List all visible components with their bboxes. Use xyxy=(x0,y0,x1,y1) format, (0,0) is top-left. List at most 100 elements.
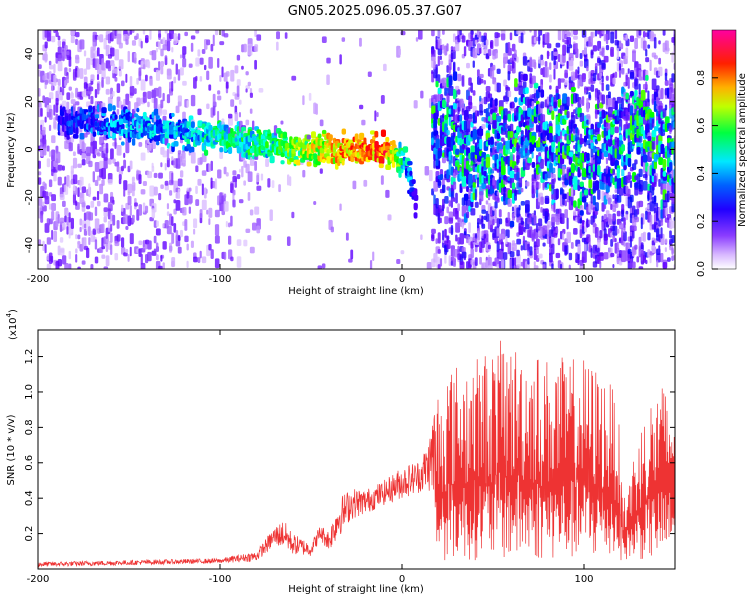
heatmap-cell xyxy=(599,72,603,79)
heatmap-signal-cell xyxy=(568,157,572,165)
x-tick-label: -100 xyxy=(209,574,232,585)
heatmap-cell xyxy=(660,217,664,226)
heatmap-signal-cell xyxy=(573,177,578,184)
heatmap-cell xyxy=(217,57,220,68)
heatmap-cell xyxy=(446,206,450,214)
heatmap-cell xyxy=(645,169,648,181)
heatmap-cell xyxy=(433,160,436,169)
heatmap-cell xyxy=(134,202,138,207)
heatmap-cell xyxy=(614,188,617,193)
heatmap-cell xyxy=(642,231,646,242)
heatmap-cell xyxy=(518,72,522,83)
heatmap-cell xyxy=(193,218,198,229)
heatmap-cell xyxy=(155,69,161,81)
heatmap-cell xyxy=(457,73,462,82)
heatmap-cell xyxy=(535,181,539,191)
heatmap-signal-cell xyxy=(472,182,476,188)
heatmap-signal-cell xyxy=(568,151,574,157)
heatmap-cell xyxy=(468,222,471,234)
heatmap-cell xyxy=(280,120,284,125)
heatmap-cell xyxy=(472,90,476,96)
heatmap-cell xyxy=(413,100,418,109)
colorbar-tick-label: 0.6 xyxy=(696,118,707,134)
heatmap-signal-cell xyxy=(553,101,557,109)
heatmap-cell xyxy=(94,218,100,230)
heatmap-cell xyxy=(505,236,508,245)
heatmap-cell xyxy=(70,217,74,230)
heatmap-cell xyxy=(129,85,135,96)
heatmap-cell xyxy=(208,84,212,91)
heatmap-cell xyxy=(437,248,441,254)
heatmap-cell xyxy=(516,30,522,35)
heatmap-ridge-cell xyxy=(171,121,175,127)
heatmap-cell xyxy=(599,229,603,239)
heatmap-cell xyxy=(570,30,574,38)
heatmap-cell xyxy=(77,266,81,269)
heatmap-cell xyxy=(230,256,234,262)
heatmap-cell xyxy=(581,219,585,229)
heatmap-cell xyxy=(459,114,463,124)
heatmap-cell xyxy=(577,129,580,136)
heatmap-cell xyxy=(627,242,631,250)
heatmap-cell xyxy=(186,100,189,108)
heatmap-cell xyxy=(618,223,624,230)
heatmap-cell xyxy=(490,224,493,231)
heatmap-signal-cell xyxy=(653,126,659,132)
heatmap-cell xyxy=(485,108,490,118)
heatmap-cell xyxy=(217,169,222,179)
heatmap-cell xyxy=(114,76,118,82)
heatmap-cell xyxy=(101,76,104,89)
heatmap-cell xyxy=(138,240,143,246)
heatmap-cell xyxy=(601,30,605,35)
heatmap-cell xyxy=(525,147,528,154)
heatmap-cell xyxy=(616,241,620,250)
heatmap-cell xyxy=(158,193,162,201)
heatmap-cell xyxy=(81,260,86,265)
heatmap-signal-cell xyxy=(651,129,657,138)
heatmap-signal-cell xyxy=(625,92,629,100)
heatmap-cell xyxy=(420,90,424,99)
heatmap-signal-cell xyxy=(671,141,675,148)
heatmap-cell xyxy=(236,256,242,268)
heatmap-cell xyxy=(99,146,104,152)
heatmap-cell xyxy=(140,40,143,49)
heatmap-cell xyxy=(70,91,73,97)
heatmap-cell xyxy=(435,35,438,44)
heatmap-cell xyxy=(653,55,658,60)
heatmap-cell xyxy=(177,178,183,187)
heatmap-cell xyxy=(590,84,595,92)
heatmap-cell xyxy=(75,56,80,64)
heatmap-cell xyxy=(660,252,664,263)
heatmap-cell xyxy=(549,74,552,83)
heatmap-cell xyxy=(518,225,524,235)
heatmap-cell xyxy=(573,30,578,36)
heatmap-signal-cell xyxy=(437,150,441,159)
heatmap-cell xyxy=(169,30,174,40)
heatmap-cell xyxy=(487,244,491,250)
heatmap-cell xyxy=(70,35,75,44)
heatmap-ridge-cell xyxy=(369,130,376,135)
heatmap-cell xyxy=(431,69,434,74)
heatmap-cell xyxy=(225,220,228,228)
heatmap-cell xyxy=(575,217,579,223)
heatmap-cell xyxy=(651,118,655,128)
heatmap-cell xyxy=(632,229,635,239)
heatmap-signal-cell xyxy=(450,135,455,143)
heatmap-signal-cell xyxy=(494,98,498,107)
heatmap-cell xyxy=(494,107,497,112)
heatmap-cell xyxy=(483,48,489,55)
heatmap-signal-cell xyxy=(540,89,545,98)
heatmap-cell xyxy=(125,73,128,83)
heatmap-cell xyxy=(621,168,625,177)
heatmap-signal-cell xyxy=(435,80,439,88)
heatmap-cell xyxy=(96,47,100,57)
heatmap-cell xyxy=(46,237,52,245)
heatmap-cell xyxy=(105,142,109,154)
heatmap-cell xyxy=(634,159,638,165)
heatmap-cell xyxy=(527,257,530,265)
heatmap-cell xyxy=(221,66,224,78)
heatmap-cell xyxy=(570,186,574,197)
heatmap-cell xyxy=(546,50,550,60)
heatmap-cell xyxy=(190,94,196,107)
heatmap-cell xyxy=(507,211,510,221)
